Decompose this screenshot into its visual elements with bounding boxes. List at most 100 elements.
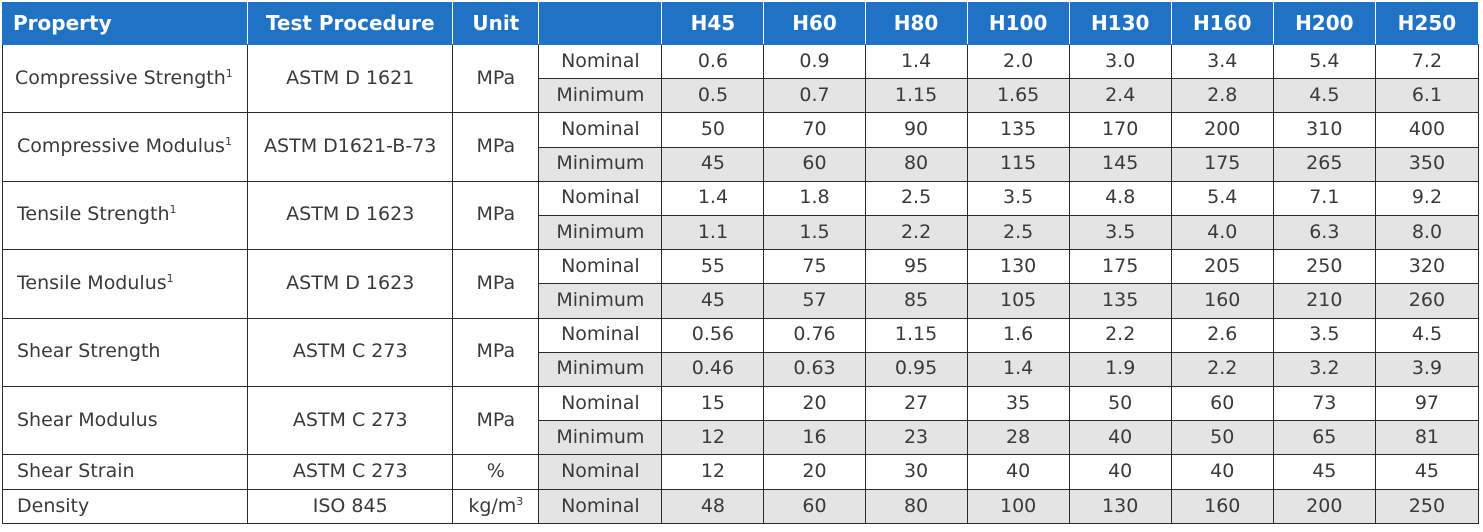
nominal-value: 170 [1068, 112, 1172, 148]
header-property: Property [1, 2, 249, 45]
property-name: Shear Modulus [1, 385, 249, 456]
header-grade: H160 [1170, 2, 1274, 45]
property-label: Shear Modulus [17, 408, 158, 431]
minimum-value: 60 [763, 146, 866, 182]
table-row: Compressive Modulus1 ASTM D1621-B-73 MPa No… [1, 112, 1480, 182]
property-label: Tensile Strength [17, 203, 170, 226]
minimum-value: 135 [1068, 283, 1172, 319]
minimum-value: 115 [966, 146, 1070, 182]
table-body: Compressive Strength1 ASTM D 1621 MPa Nomin… [1, 43, 1480, 525]
minimum-value: 65 [1272, 420, 1376, 456]
minimum-value: 2.8 [1170, 78, 1274, 114]
unit: kg/m3 [452, 488, 540, 525]
property-name: Tensile Modulus1 [1, 249, 249, 319]
table-row: Minimum 45 57 85 105 135 160 210 260 [3, 283, 1480, 319]
table-row: Shear Strength ASTM C 273 MPa Nominal 0.56 0.… [1, 317, 1480, 387]
minimum-value: 2.5 [966, 214, 1070, 251]
nominal-label: Nominal [538, 488, 663, 525]
nominal-value: 73 [1272, 385, 1376, 422]
minimum-value: 85 [864, 283, 968, 319]
nominal-value: 9.2 [1374, 180, 1480, 216]
table-row: Shear Modulus ASTM C 273 MPa Nominal 15 20 27 3… [1, 385, 1480, 456]
nominal-value: 4.8 [1068, 180, 1172, 216]
nominal-label: Nominal [538, 454, 663, 490]
minimum-value: 3.5 [1068, 214, 1172, 251]
nominal-value: 97 [1374, 385, 1480, 422]
nominal-value: 5.4 [1272, 43, 1376, 80]
minimum-value: 1.15 [864, 78, 968, 114]
test-procedure: ASTM D 1623 [247, 249, 454, 319]
header-test-procedure: Test Procedure [247, 2, 454, 45]
table-row: Minimum 45 60 80 115 145 175 265 350 [3, 146, 1480, 182]
test-procedure: ASTM D 1621 [247, 43, 454, 114]
unit: MPa [452, 112, 540, 182]
unit: MPa [452, 180, 540, 251]
header-grade: H45 [661, 2, 765, 45]
nominal-value: 2.0 [966, 43, 1070, 80]
minimum-value: 0.95 [864, 351, 968, 387]
nominal-value: 50 [661, 112, 765, 148]
minimum-label: Minimum [538, 283, 663, 319]
minimum-value: 350 [1374, 146, 1480, 182]
unit: MPa [452, 43, 540, 114]
nominal-label: Nominal [538, 385, 663, 422]
test-procedure: ASTM C 273 [247, 454, 454, 490]
nominal-value: 135 [966, 112, 1070, 148]
nominal-value: 3.0 [1068, 43, 1172, 80]
minimum-value: 1.65 [966, 78, 1070, 114]
nominal-value: 75 [763, 249, 866, 285]
nominal-value: 2.6 [1170, 317, 1274, 353]
unit-label: kg/m [468, 494, 517, 517]
nominal-value: 200 [1272, 488, 1376, 525]
unit: % [452, 454, 540, 490]
table-row: Minimum 0.5 0.7 1.15 1.65 2.4 2.8 4.5 6.1 [3, 78, 1480, 114]
minimum-value: 2.2 [864, 214, 968, 251]
property-name: Density [1, 488, 249, 525]
property-name: Tensile Strength1 [1, 180, 249, 251]
minimum-value: 260 [1374, 283, 1480, 319]
nominal-value: 4.5 [1374, 317, 1480, 353]
unit: MPa [452, 317, 540, 387]
header-grade: H60 [763, 2, 866, 45]
unit: MPa [452, 385, 540, 456]
property-name: Compressive Strength1 [1, 43, 249, 114]
minimum-value: 2.2 [1170, 351, 1274, 387]
nominal-value: 250 [1272, 249, 1376, 285]
property-name: Compressive Modulus1 [1, 112, 249, 182]
minimum-value: 28 [966, 420, 1070, 456]
unit-superscript: 3 [516, 494, 524, 508]
nominal-value: 130 [966, 249, 1070, 285]
nominal-value: 30 [864, 454, 968, 490]
header-grade: H250 [1374, 2, 1480, 45]
minimum-value: 12 [661, 420, 765, 456]
nominal-value: 160 [1170, 488, 1274, 525]
nominal-value: 310 [1272, 112, 1376, 148]
minimum-value: 16 [763, 420, 866, 456]
nominal-value: 3.5 [1272, 317, 1376, 353]
minimum-value: 8.0 [1374, 214, 1480, 251]
minimum-value: 50 [1170, 420, 1274, 456]
test-procedure: ASTM D1621-B-73 [247, 112, 454, 182]
nominal-value: 40 [966, 454, 1070, 490]
nominal-value: 45 [1272, 454, 1376, 490]
nominal-value: 1.4 [661, 180, 765, 216]
nominal-label: Nominal [538, 112, 663, 148]
header-grade: H130 [1068, 2, 1172, 45]
nominal-value: 1.6 [966, 317, 1070, 353]
nominal-value: 3.4 [1170, 43, 1274, 80]
table-row: Density ISO 845 kg/m3 Nominal 48 60 80 100 130 16… [1, 488, 1480, 525]
nominal-value: 40 [1170, 454, 1274, 490]
nominal-value: 48 [661, 488, 765, 525]
minimum-value: 210 [1272, 283, 1376, 319]
nominal-value: 20 [763, 454, 866, 490]
minimum-value: 1.1 [661, 214, 765, 251]
nominal-value: 35 [966, 385, 1070, 422]
nominal-value: 205 [1170, 249, 1274, 285]
minimum-value: 0.5 [661, 78, 765, 114]
minimum-value: 175 [1170, 146, 1274, 182]
nominal-label: Nominal [538, 180, 663, 216]
minimum-value: 57 [763, 283, 866, 319]
nominal-value: 15 [661, 385, 765, 422]
table-row: Tensile Modulus1 ASTM D 1623 MPa Nominal 55 7… [1, 249, 1480, 319]
